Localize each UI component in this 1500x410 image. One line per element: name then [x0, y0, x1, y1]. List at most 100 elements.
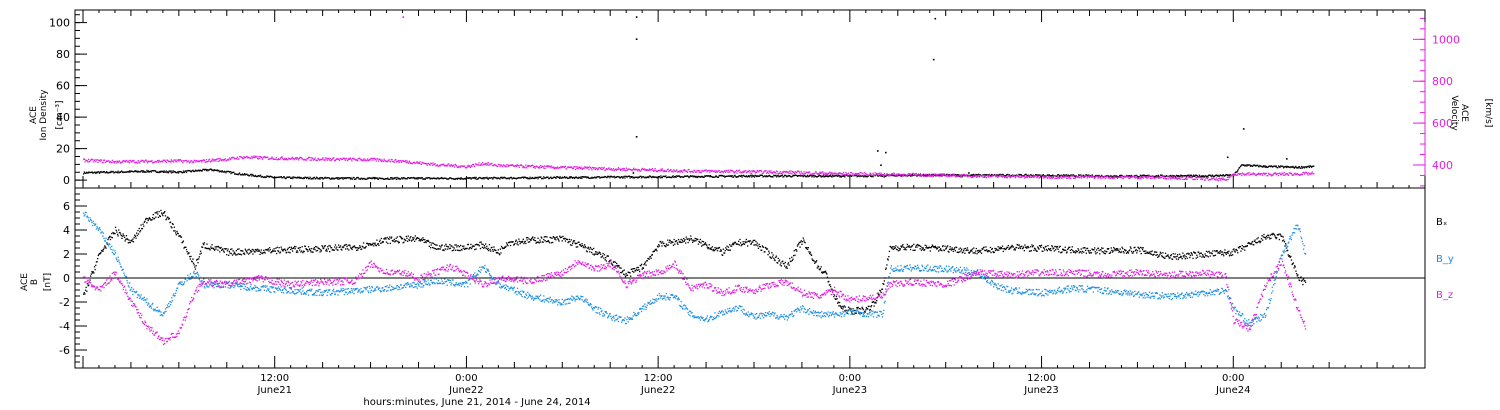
velocity-point — [353, 158, 355, 160]
bx-point — [552, 236, 554, 238]
bx-point — [595, 253, 597, 255]
density-point — [643, 177, 646, 179]
bx-point — [401, 237, 404, 240]
density-point — [858, 175, 860, 177]
density-point — [232, 171, 234, 174]
density-point — [574, 176, 576, 179]
velocity-point — [1227, 178, 1229, 181]
bx-point — [716, 250, 719, 252]
density-point — [487, 178, 489, 180]
velocity-point — [905, 175, 907, 177]
bx-point — [352, 246, 354, 249]
velocity-point — [747, 170, 749, 172]
bx-point — [288, 251, 290, 253]
density-point — [912, 174, 914, 177]
density-point — [244, 174, 246, 176]
bx-point — [899, 249, 901, 251]
density-point — [1241, 164, 1243, 166]
density-point — [1257, 164, 1259, 166]
velocity-point — [331, 158, 333, 160]
velocity-point — [1266, 175, 1268, 177]
density-point — [339, 177, 341, 180]
bx-point — [749, 240, 751, 242]
velocity-point — [790, 170, 792, 172]
bx-point — [686, 238, 689, 240]
bx-point — [376, 239, 378, 241]
velocity-point — [878, 172, 881, 174]
density-point — [1305, 166, 1307, 168]
bx-point — [882, 283, 884, 285]
velocity-point — [830, 173, 832, 175]
density-point — [1283, 166, 1285, 168]
density-point — [1299, 167, 1301, 169]
bx-point — [427, 239, 429, 242]
bx-point — [98, 253, 100, 255]
density-point — [139, 171, 142, 173]
density-point — [234, 173, 236, 175]
bx-point — [399, 235, 401, 238]
velocity-point — [612, 169, 614, 171]
density-point — [107, 172, 109, 174]
density-point — [1282, 167, 1285, 169]
velocity-point — [1017, 175, 1019, 177]
density-point — [1009, 174, 1011, 176]
density-point — [881, 175, 883, 177]
density-point — [218, 169, 220, 171]
velocity-point — [1177, 177, 1180, 179]
velocity-point — [172, 161, 175, 163]
density-point — [639, 175, 641, 178]
density-point — [1256, 164, 1258, 166]
density-spike-point — [932, 58, 935, 61]
velocity-point — [1277, 174, 1280, 177]
velocity-point — [203, 159, 205, 161]
density-point — [827, 176, 829, 178]
velocity-point — [545, 165, 547, 167]
velocity-point — [454, 166, 456, 168]
velocity-point — [502, 165, 504, 168]
bx-point — [923, 249, 925, 251]
density-point — [271, 176, 273, 178]
bx-point — [938, 250, 940, 252]
velocity-point — [1005, 176, 1007, 179]
density-point — [173, 171, 175, 173]
velocity-point — [340, 158, 342, 160]
bx-point — [934, 245, 937, 247]
velocity-point — [1262, 172, 1265, 174]
density-point — [903, 174, 905, 176]
density-point — [1001, 173, 1004, 176]
density-point — [596, 176, 598, 178]
density-point — [371, 178, 373, 180]
bx-point — [96, 261, 98, 263]
density-point — [368, 177, 370, 179]
density-point — [1211, 174, 1213, 176]
density-point — [439, 177, 441, 179]
velocity-point — [1104, 177, 1106, 180]
density-point — [762, 176, 764, 178]
density-point — [126, 171, 129, 173]
bx-point — [743, 243, 745, 245]
density-point — [182, 170, 185, 172]
velocity-point — [213, 160, 216, 162]
velocity-point — [1182, 178, 1184, 181]
density-point — [471, 177, 473, 179]
density-point — [761, 174, 763, 176]
density-point — [1213, 175, 1215, 178]
bx-point — [887, 259, 889, 261]
density-spike-point — [877, 150, 879, 152]
velocity-point — [329, 157, 331, 160]
velocity-point — [264, 156, 267, 159]
velocity-axis-title-line: Velocity — [1449, 95, 1459, 131]
bx-point — [650, 257, 652, 259]
bx-point — [756, 242, 758, 244]
density-point — [760, 174, 762, 177]
velocity-point — [837, 173, 840, 175]
velocity-point — [402, 160, 405, 162]
velocity-point — [144, 160, 146, 162]
density-point — [310, 178, 313, 180]
density-point — [773, 175, 776, 177]
density-point — [671, 176, 673, 178]
velocity-point — [1074, 177, 1076, 179]
velocity-point — [103, 159, 105, 161]
bx-point — [485, 247, 487, 250]
bx-point — [210, 247, 213, 249]
